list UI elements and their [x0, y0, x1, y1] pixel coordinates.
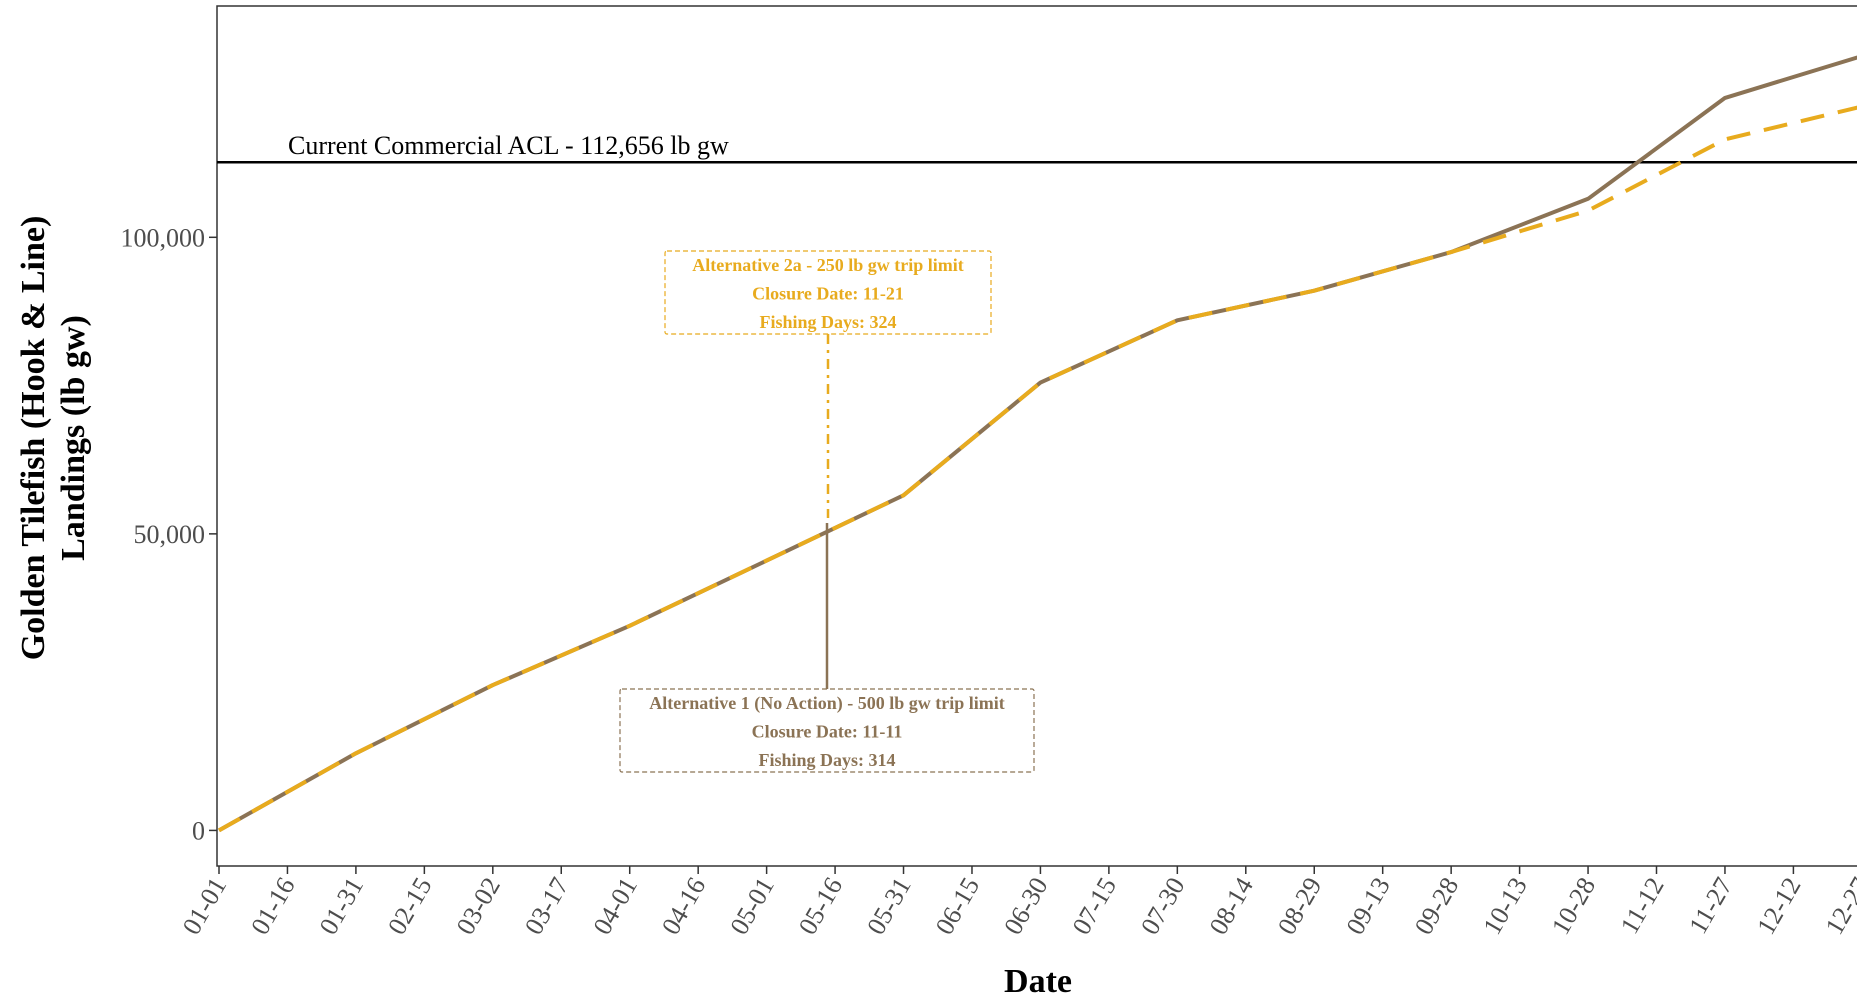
x-tick-label: 11-12 [1615, 873, 1670, 939]
x-tick-label: 09-13 [1340, 873, 1395, 940]
y-tick-label: 50,000 [134, 520, 206, 549]
annotation-1-line-2: Closure Date: 11-21 [752, 284, 904, 304]
x-tick-label: 04-16 [656, 873, 711, 940]
x-tick-label: 10-28 [1546, 873, 1601, 940]
x-tick-label: 12-12 [1751, 873, 1806, 940]
annotation-1-line-3: Fishing Days: 324 [759, 312, 896, 332]
y-tick-label: 0 [192, 816, 205, 845]
x-tick-label: 05-31 [861, 873, 916, 940]
series-line-1 [218, 55, 1857, 833]
x-tick-label: 06-30 [998, 873, 1053, 940]
x-tick-label: 05-01 [724, 873, 779, 940]
acl-reference-label: Current Commercial ACL - 112,656 lb gw [288, 131, 729, 160]
x-tick-label: 03-17 [519, 873, 574, 940]
x-tick-label: 06-15 [930, 873, 985, 940]
x-tick-label: 03-02 [451, 873, 506, 940]
annotation-1-line-1: Alternative 2a - 250 lb gw trip limit [692, 255, 963, 275]
x-tick-label: 09-28 [1409, 873, 1464, 940]
series-line-2 [218, 105, 1857, 833]
x-tick-label: 12-27 [1820, 873, 1857, 940]
annotation-2-line-1: Alternative 1 (No Action) - 500 lb gw tr… [649, 693, 1004, 714]
y-tick-label: 100,000 [121, 223, 206, 252]
x-tick-label: 01-16 [245, 873, 300, 940]
annotation-2: Alternative 1 (No Action) - 500 lb gw tr… [619, 523, 1035, 773]
annotation-box-2 [619, 688, 1035, 773]
annotation-box-1 [664, 250, 992, 335]
x-axis-title: Date [1004, 963, 1072, 996]
y-axis-title-line-2: Landings (lb gw) [55, 315, 92, 561]
x-tick-label: 07-30 [1135, 873, 1190, 940]
annotation-2-line-3: Fishing Days: 314 [758, 750, 895, 770]
x-tick-label: 07-15 [1067, 873, 1122, 940]
x-tick-label: 02-15 [382, 873, 437, 940]
x-tick-label: 08-14 [1204, 873, 1259, 940]
plot-panel [216, 5, 1857, 867]
x-tick-label: 01-31 [314, 873, 369, 940]
x-tick-label: 11-27 [1683, 873, 1738, 939]
x-tick-label: 04-01 [587, 873, 642, 940]
x-tick-label: 08-29 [1272, 873, 1327, 940]
x-tick-label: 05-16 [793, 873, 848, 940]
y-axis-title-line-1: Golden Tilefish (Hook & Line) [15, 216, 52, 661]
annotation-1: Alternative 2a - 250 lb gw trip limit Clo… [664, 250, 992, 518]
annotation-2-line-2: Closure Date: 11-11 [752, 722, 903, 742]
x-tick-label: 10-13 [1477, 873, 1532, 940]
x-tick-label: 01-01 [177, 873, 232, 940]
